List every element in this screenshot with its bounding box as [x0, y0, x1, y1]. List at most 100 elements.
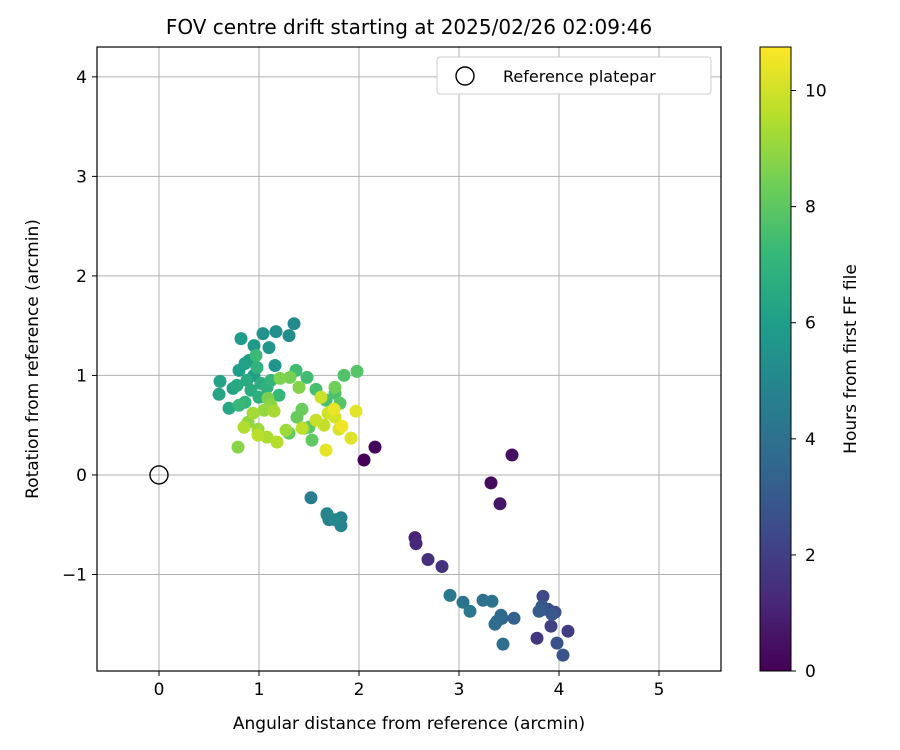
scatter-point — [292, 380, 306, 394]
scatter-point — [328, 380, 342, 394]
reference-platepar-marker — [149, 465, 169, 485]
x-axis-label: Angular distance from reference (arcmin) — [233, 714, 585, 734]
scatter-point — [267, 404, 281, 418]
scatter-point — [421, 553, 435, 566]
scatter-point — [268, 359, 282, 372]
x-tick-label: 4 — [554, 680, 565, 700]
scatter-point — [344, 431, 358, 445]
scatter-point — [304, 491, 318, 505]
scatter-point — [295, 402, 309, 416]
x-axis-ticks: 0 1 2 3 4 5 — [154, 671, 665, 700]
scatter-point — [349, 404, 363, 418]
colorbar-label: Hours from first FF file — [841, 264, 861, 454]
colorbar-tick-label: 6 — [805, 314, 816, 334]
grid — [97, 47, 721, 671]
scatter-point — [234, 332, 248, 346]
scatter-point — [295, 421, 309, 435]
scatter-point — [287, 317, 301, 331]
scatter-point — [270, 435, 284, 449]
scatter-point — [532, 604, 546, 618]
scatter-point — [456, 595, 470, 609]
scatter-point — [237, 420, 251, 434]
colorbar — [759, 46, 792, 672]
scatter-point — [246, 406, 260, 420]
scatter-point — [545, 607, 559, 621]
x-tick-label: 0 — [154, 680, 165, 700]
scatter-point — [556, 648, 570, 662]
y-axis-label: Rotation from reference (arcmin) — [23, 219, 43, 499]
scatter-point — [505, 448, 519, 462]
legend: Reference platepar — [436, 56, 712, 95]
x-tick-label: 5 — [654, 680, 665, 700]
scatter-point — [273, 371, 287, 385]
scatter-point — [249, 349, 263, 362]
scatter-point — [282, 329, 296, 343]
x-tick-label: 3 — [454, 680, 465, 700]
scatter-point — [230, 378, 244, 392]
x-tick-label: 2 — [354, 680, 365, 700]
scatter-point — [231, 440, 245, 454]
y-tick-label: 1 — [76, 366, 87, 386]
scatter-point — [251, 428, 265, 442]
scatter-point — [488, 617, 502, 631]
scatter-point — [493, 497, 507, 511]
scatter-point — [443, 588, 457, 602]
scatter-point — [232, 398, 246, 412]
scatter-point — [309, 413, 323, 427]
colorbar-ticks: 0 2 4 6 8 10 — [791, 82, 827, 682]
scatter-point — [496, 637, 510, 651]
scatter-point — [283, 370, 297, 384]
scatter-point — [257, 403, 271, 417]
x-tick-label: 1 — [254, 680, 265, 700]
chart-title: FOV centre drift starting at 2025/02/26 … — [166, 15, 652, 39]
scatter-point — [279, 423, 293, 437]
scatter-point — [435, 560, 449, 573]
scatter-point — [530, 631, 544, 645]
scatter-point — [544, 619, 558, 633]
scatter-point — [484, 476, 498, 490]
colorbar-tick-label: 10 — [805, 82, 827, 102]
colorbar-tick-label: 2 — [805, 546, 816, 566]
y-tick-label: 0 — [76, 466, 87, 486]
legend-box — [436, 56, 712, 95]
scatter-point — [536, 589, 550, 603]
y-tick-label: −1 — [62, 565, 87, 585]
legend-label: Reference platepar — [503, 67, 656, 86]
scatter-point — [550, 636, 564, 650]
scatter-point — [240, 373, 254, 387]
scatter-point — [262, 341, 276, 355]
scatter-point — [250, 361, 264, 374]
scatter-point — [269, 325, 283, 339]
colorbar-tick-label: 0 — [805, 662, 816, 682]
y-tick-label: 3 — [76, 167, 87, 187]
scatter-point — [463, 604, 477, 618]
scatter-point — [305, 433, 319, 447]
scatter-point — [319, 443, 333, 457]
y-tick-label: 4 — [76, 68, 87, 88]
scatter-point — [350, 364, 364, 378]
scatter-point — [335, 419, 349, 433]
legend-marker-icon — [455, 66, 475, 86]
colorbar-tick-label: 4 — [805, 430, 816, 450]
scatter-point — [485, 594, 499, 608]
scatter-point — [507, 611, 521, 625]
y-axis-ticks: −1 0 1 2 3 4 — [62, 68, 97, 585]
colorbar-tick-label: 8 — [805, 198, 816, 218]
scatter-point — [561, 624, 575, 638]
scatter-point — [314, 390, 328, 404]
scatter-point — [337, 368, 351, 382]
scatter-point — [238, 357, 252, 370]
scatter-point — [357, 453, 371, 467]
scatter-point — [409, 537, 423, 551]
y-tick-label: 2 — [76, 267, 87, 287]
scatter-point — [368, 440, 382, 454]
scatter-point — [222, 401, 236, 415]
scatter-point — [327, 402, 341, 416]
scatter-point — [272, 388, 286, 402]
scatter-point — [212, 387, 226, 401]
scatter-point — [247, 339, 261, 353]
scatter-point — [256, 327, 270, 341]
scatter-points — [212, 317, 575, 662]
plot-frame — [96, 46, 722, 672]
